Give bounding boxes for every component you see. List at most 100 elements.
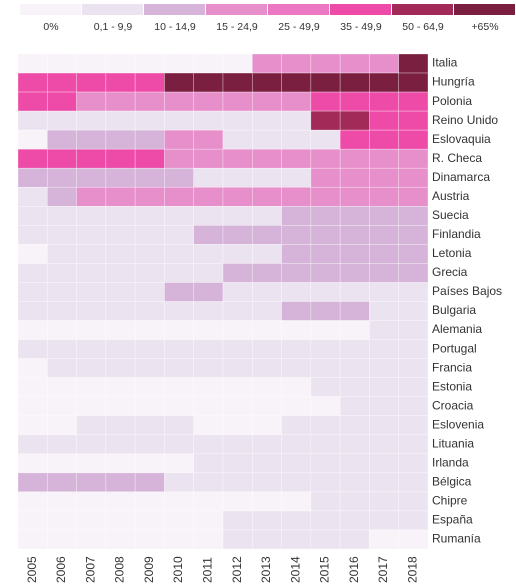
cell [17,491,48,512]
cell [193,53,224,74]
cell [222,453,253,474]
cell [134,263,165,283]
y-label: Bulgaria [432,303,476,317]
cell [398,225,429,245]
x-label: 2015 [318,556,332,583]
cell [339,72,370,93]
cell [17,148,48,169]
cell [369,53,400,74]
cell [339,186,370,207]
cell [310,129,341,150]
x-label: 2005 [25,556,39,583]
cell [164,225,195,245]
cell [105,491,136,512]
cell [105,167,136,188]
cell [134,396,165,417]
cell [339,282,370,302]
cell [251,167,282,188]
cell [105,206,136,226]
cell [193,358,224,378]
cell [222,72,253,93]
cell [369,434,400,455]
cell [251,415,282,436]
cell [339,529,370,550]
cell [339,491,370,512]
cell [76,282,107,302]
cell [76,110,107,131]
cell [164,301,195,321]
cell [281,91,312,112]
cell [164,472,195,493]
cell [222,358,253,378]
cell [398,167,429,188]
cell [339,167,370,188]
y-label: Lituania [432,436,474,450]
cell [46,53,77,74]
cell [46,377,77,397]
cell [134,377,165,397]
cell [310,167,341,188]
cell [281,339,312,359]
cell [310,491,341,512]
cell [398,110,429,131]
cell [46,167,77,188]
cell [105,339,136,359]
x-label: 2017 [376,556,390,583]
cell [369,167,400,188]
cell [193,396,224,417]
cell [193,472,224,493]
cell [398,358,429,378]
cell [398,472,429,493]
cell [164,53,195,74]
y-label: Grecia [432,265,468,279]
cell [17,396,48,417]
cell [46,453,77,474]
cell [164,148,195,169]
cell [369,358,400,378]
cell [76,206,107,226]
cell [339,53,370,74]
cell [398,72,429,93]
cell [76,225,107,245]
cell [398,434,429,455]
cell [76,453,107,474]
cell [164,434,195,455]
cell [105,244,136,264]
cell [134,225,165,245]
cell [193,91,224,112]
cell [193,415,224,436]
cell [339,396,370,417]
cell [339,320,370,340]
cell [134,415,165,436]
cell [310,434,341,455]
cell [369,225,400,245]
cell [281,263,312,283]
cell [76,91,107,112]
cell [46,244,77,264]
cell [369,186,400,207]
cell [310,453,341,474]
cell [398,415,429,436]
cell [164,91,195,112]
cell [17,72,48,93]
cell [310,225,341,245]
cell [251,301,282,321]
cell [369,339,400,359]
cell [222,129,253,150]
cell [193,377,224,397]
cell [105,529,136,550]
cell [398,91,429,112]
cell [251,225,282,245]
cell [193,110,224,131]
cell [369,301,400,321]
cell [17,53,48,74]
cell [17,529,48,550]
y-label: Austria [432,189,470,203]
cell [251,263,282,283]
cell [398,377,429,397]
cell [17,415,48,436]
cell [134,491,165,512]
cell [134,510,165,531]
cell [105,91,136,112]
cell [281,129,312,150]
